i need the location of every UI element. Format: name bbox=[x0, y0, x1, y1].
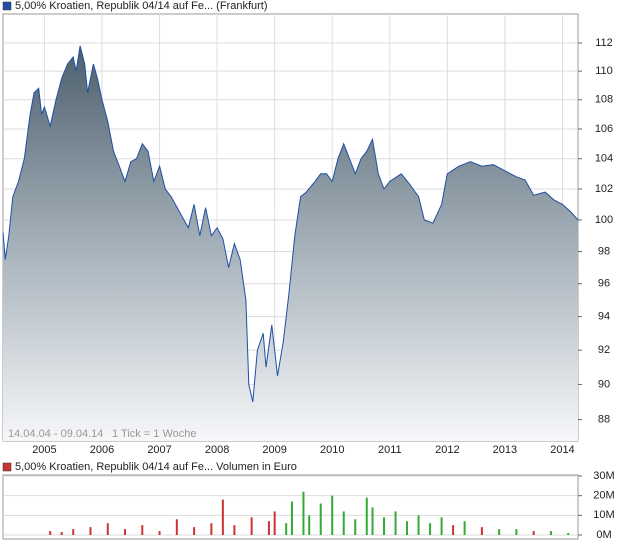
bar bbox=[365, 497, 368, 535]
bar bbox=[233, 525, 236, 535]
bar bbox=[267, 521, 270, 535]
bar bbox=[210, 523, 213, 535]
bar bbox=[429, 523, 432, 535]
bar bbox=[567, 533, 570, 535]
y-tick-label: 94 bbox=[598, 310, 610, 322]
bar bbox=[124, 529, 127, 535]
bar bbox=[308, 515, 311, 535]
bar bbox=[342, 511, 345, 535]
legend-label: 5,00% Kroatien, Republik 04/14 auf Fe...… bbox=[15, 461, 297, 473]
bar bbox=[273, 511, 276, 535]
bar bbox=[440, 517, 443, 535]
bar bbox=[175, 519, 178, 535]
bar bbox=[60, 532, 63, 535]
watermark: AKTIEN bbox=[200, 193, 279, 218]
bar bbox=[371, 507, 374, 535]
bar bbox=[331, 495, 334, 535]
y-tick-label: 110 bbox=[595, 65, 613, 77]
bar bbox=[106, 523, 109, 535]
area bbox=[3, 45, 578, 442]
y-tick-label: 0M bbox=[596, 529, 611, 541]
bar bbox=[549, 531, 552, 535]
x-tick-label: 2008 bbox=[205, 444, 229, 456]
y-tick-label: 92 bbox=[598, 344, 610, 356]
bar bbox=[452, 525, 455, 535]
legend-swatch bbox=[2, 462, 12, 472]
bar bbox=[383, 517, 386, 535]
bar bbox=[158, 531, 161, 535]
y-tick-label: 10M bbox=[593, 509, 614, 521]
bar bbox=[285, 523, 288, 535]
legend-label: 5,00% Kroatien, Republik 04/14 auf Fe...… bbox=[15, 0, 268, 12]
bar bbox=[72, 529, 75, 535]
legend-swatch bbox=[2, 1, 12, 11]
y-tick-label: 88 bbox=[598, 413, 610, 425]
bar bbox=[221, 499, 224, 535]
y-tick-label: 30M bbox=[593, 470, 614, 482]
bar bbox=[319, 503, 322, 535]
y-tick-label: 96 bbox=[598, 278, 610, 290]
y-tick-label: 98 bbox=[598, 245, 610, 257]
x-tick-label: 2012 bbox=[435, 444, 459, 456]
x-tick-label: 2010 bbox=[320, 444, 344, 456]
date-range: 14.04.04 - 09.04.14 bbox=[8, 428, 103, 440]
y-tick-label: 108 bbox=[595, 94, 613, 106]
x-tick-label: 2011 bbox=[378, 444, 402, 456]
x-tick-label: 2005 bbox=[32, 444, 56, 456]
bar bbox=[141, 525, 144, 535]
volume-frame bbox=[2, 474, 579, 540]
bar bbox=[417, 515, 420, 535]
x-tick-label: 2014 bbox=[550, 444, 574, 456]
y-tick-label: 104 bbox=[595, 153, 613, 165]
bar bbox=[498, 529, 501, 535]
y-tick-label: 106 bbox=[595, 123, 613, 135]
bar bbox=[463, 521, 466, 535]
y-tick-label: 102 bbox=[595, 183, 613, 195]
line bbox=[2, 45, 579, 403]
bar bbox=[89, 527, 92, 535]
bar bbox=[480, 527, 483, 535]
bar bbox=[532, 531, 535, 535]
y-tick-label: 20M bbox=[593, 490, 614, 502]
bar bbox=[515, 529, 518, 535]
x-tick-label: 2006 bbox=[90, 444, 114, 456]
y-tick-label: 112 bbox=[595, 37, 613, 49]
y-tick-label: 100 bbox=[595, 214, 613, 226]
x-tick-label: 2013 bbox=[493, 444, 517, 456]
bar bbox=[193, 527, 196, 535]
x-tick-label: 2009 bbox=[262, 444, 286, 456]
bar bbox=[354, 519, 357, 535]
bar bbox=[250, 517, 253, 535]
x-tick-label: 2007 bbox=[147, 444, 171, 456]
bar bbox=[49, 531, 52, 535]
bar bbox=[290, 501, 293, 535]
bar bbox=[302, 491, 305, 535]
y-tick-label: 90 bbox=[598, 378, 610, 390]
bar bbox=[394, 511, 397, 535]
bar bbox=[406, 521, 409, 535]
tick-note: 1 Tick = 1 Woche bbox=[112, 428, 196, 440]
